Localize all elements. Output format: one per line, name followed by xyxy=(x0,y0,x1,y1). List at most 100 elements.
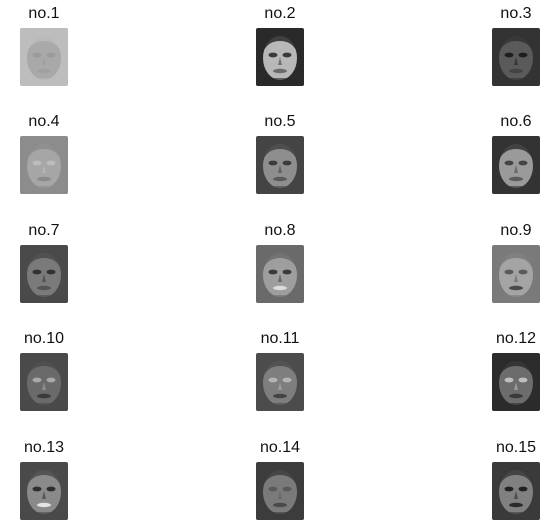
face-title: no.9 xyxy=(500,222,532,239)
face-mouth xyxy=(37,68,51,74)
face-right-eye xyxy=(518,160,528,166)
face-neck-shade xyxy=(20,186,68,194)
face-title: no.7 xyxy=(28,222,60,239)
face-left-eye xyxy=(268,486,278,492)
face-neck-shade xyxy=(20,512,68,520)
face-neck-shade xyxy=(20,78,68,86)
face-neck-shade xyxy=(256,78,304,86)
face-nose xyxy=(42,491,46,499)
face-title: no.13 xyxy=(23,439,65,456)
face-hair xyxy=(499,141,533,160)
face-image xyxy=(20,245,68,303)
face-neck-shade xyxy=(20,295,68,303)
face-title: no.4 xyxy=(28,113,60,130)
face-hair xyxy=(263,358,297,377)
face-image xyxy=(256,245,304,303)
face-drawing xyxy=(256,245,304,303)
face-drawing xyxy=(20,136,68,194)
face-hair xyxy=(263,33,297,52)
face-drawing xyxy=(492,462,540,520)
face-nose xyxy=(278,57,282,65)
face-image xyxy=(492,245,540,303)
face-drawing xyxy=(492,136,540,194)
face-right-eye xyxy=(282,486,292,492)
face-mouth xyxy=(509,285,523,291)
face-right-eye xyxy=(518,377,528,383)
face-nose xyxy=(514,165,518,173)
face-drawing xyxy=(256,136,304,194)
face-nose xyxy=(42,57,46,65)
face-hair xyxy=(27,250,61,269)
face-neck-shade xyxy=(492,78,540,86)
face-mouth xyxy=(273,393,287,399)
face-nose xyxy=(42,165,46,173)
face-hair xyxy=(27,33,61,52)
face-right-eye xyxy=(46,52,56,58)
face-nose xyxy=(42,274,46,282)
face-nose xyxy=(514,57,518,65)
face-hair xyxy=(263,141,297,160)
face-title: no.11 xyxy=(260,330,300,347)
face-image xyxy=(492,462,540,520)
face-mouth xyxy=(509,502,523,508)
face-neck-shade xyxy=(492,403,540,411)
face-neck-shade xyxy=(492,186,540,194)
face-title: no.14 xyxy=(259,439,301,456)
face-hair xyxy=(27,141,61,160)
face-mouth xyxy=(37,176,51,182)
face-drawing xyxy=(256,353,304,411)
face-image xyxy=(20,28,68,86)
face-mouth xyxy=(273,176,287,182)
face-drawing xyxy=(20,462,68,520)
face-left-eye xyxy=(504,160,514,166)
face-mouth xyxy=(509,176,523,182)
face-hair xyxy=(27,358,61,377)
face-left-eye xyxy=(268,269,278,275)
face-title: no.5 xyxy=(264,113,296,130)
face-right-eye xyxy=(518,269,528,275)
face-left-eye xyxy=(32,486,42,492)
face-mouth xyxy=(509,68,523,74)
face-image xyxy=(492,353,540,411)
face-hair xyxy=(499,467,533,486)
face-left-eye xyxy=(504,486,514,492)
face-image xyxy=(256,136,304,194)
face-left-eye xyxy=(32,52,42,58)
face-title: no.1 xyxy=(28,5,60,22)
face-nose xyxy=(278,274,282,282)
face-left-eye xyxy=(268,377,278,383)
face-drawing xyxy=(256,462,304,520)
face-drawing xyxy=(20,28,68,86)
face-nose xyxy=(514,491,518,499)
face-mouth xyxy=(273,502,287,508)
face-nose xyxy=(514,382,518,390)
face-drawing xyxy=(20,245,68,303)
face-right-eye xyxy=(282,269,292,275)
face-hair xyxy=(263,250,297,269)
face-left-eye xyxy=(268,160,278,166)
face-right-eye xyxy=(282,52,292,58)
face-image xyxy=(20,353,68,411)
face-left-eye xyxy=(504,52,514,58)
face-neck-shade xyxy=(492,295,540,303)
face-mouth xyxy=(509,393,523,399)
face-right-eye xyxy=(46,486,56,492)
face-title: no.3 xyxy=(500,5,532,22)
face-right-eye xyxy=(518,52,528,58)
face-mouth xyxy=(273,68,287,74)
face-right-eye xyxy=(518,486,528,492)
face-right-eye xyxy=(46,269,56,275)
face-image xyxy=(256,28,304,86)
face-neck-shade xyxy=(20,403,68,411)
face-mouth xyxy=(273,285,287,291)
face-left-eye xyxy=(504,377,514,383)
face-right-eye xyxy=(282,160,292,166)
face-hair xyxy=(263,467,297,486)
face-neck-shade xyxy=(256,403,304,411)
face-title: no.6 xyxy=(500,113,532,130)
face-mouth xyxy=(37,393,51,399)
face-hair xyxy=(499,33,533,52)
face-left-eye xyxy=(268,52,278,58)
face-right-eye xyxy=(282,377,292,383)
face-title: no.12 xyxy=(495,330,537,347)
